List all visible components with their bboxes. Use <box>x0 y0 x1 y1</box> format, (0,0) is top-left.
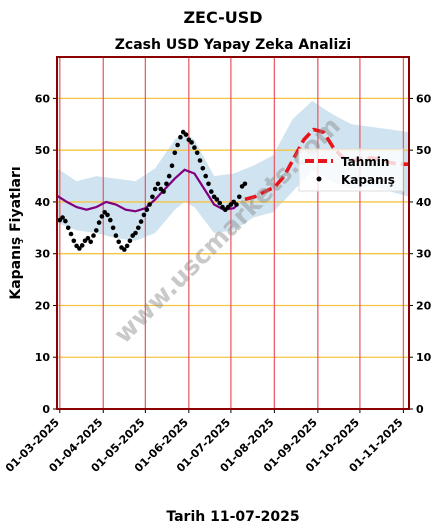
close-point <box>127 238 133 244</box>
y-tick-label-right: 0 <box>416 403 424 416</box>
chart-suptitle: ZEC-USD <box>183 8 262 27</box>
y-tick-label-left: 0 <box>42 403 50 416</box>
y-tick-label-left: 10 <box>35 351 51 364</box>
close-point <box>68 231 74 237</box>
close-point <box>203 173 208 179</box>
close-point <box>113 233 119 238</box>
close-point <box>136 225 141 231</box>
close-point <box>71 238 77 244</box>
close-point <box>116 239 121 245</box>
close-point <box>133 230 138 236</box>
close-point <box>108 217 113 223</box>
close-point <box>197 158 203 163</box>
close-point <box>172 150 178 156</box>
close-point <box>150 194 155 200</box>
y-tick-label-left: 20 <box>35 299 51 312</box>
close-point <box>164 181 169 187</box>
legend: Tahmin Kapanış <box>298 148 404 192</box>
y-tick-label-right: 40 <box>416 196 432 209</box>
chart-title: Zcash USD Yapay Zeka Analizi <box>115 37 351 53</box>
close-point <box>161 189 166 194</box>
close-point <box>189 140 194 145</box>
close-point <box>209 189 214 194</box>
close-point <box>96 220 102 225</box>
legend-forecast-label: Tahmin <box>341 155 389 169</box>
close-point <box>214 197 220 202</box>
y-tick-label-right: 50 <box>416 144 432 157</box>
close-point <box>206 181 211 187</box>
x-axis-label: Tarih 11-07-2025 <box>166 509 299 525</box>
legend-close-swatch <box>316 176 322 182</box>
close-point <box>60 215 65 220</box>
close-point <box>178 134 183 140</box>
close-point <box>79 243 85 248</box>
y-tick-label-right: 60 <box>416 92 432 105</box>
close-point <box>110 225 116 231</box>
close-point <box>175 142 180 148</box>
y-tick-label-right: 30 <box>416 248 432 261</box>
close-point <box>124 243 130 249</box>
close-point <box>200 166 206 171</box>
close-point <box>91 233 96 238</box>
close-point <box>138 219 144 224</box>
close-point <box>242 181 248 187</box>
legend-box <box>298 148 404 192</box>
close-point <box>77 246 82 251</box>
close-point <box>192 145 197 150</box>
close-point <box>85 235 91 241</box>
close-point <box>88 239 93 245</box>
y-tick-label-right: 20 <box>416 299 432 312</box>
y-tick-label-left: 40 <box>35 196 51 209</box>
close-point <box>105 212 110 218</box>
close-point <box>122 247 127 252</box>
close-point <box>183 132 189 137</box>
y-axis-label: Kapanış Fiyatları <box>8 166 24 299</box>
close-point <box>63 218 68 224</box>
close-point <box>99 214 105 219</box>
y-tick-label-right: 10 <box>416 351 432 364</box>
plot-frame <box>56 56 410 410</box>
close-point <box>144 207 150 212</box>
close-point <box>141 212 147 218</box>
y-tick-label-left: 60 <box>35 92 51 105</box>
close-point <box>94 228 99 233</box>
close-point <box>166 173 172 179</box>
close-point <box>234 202 239 207</box>
close-point <box>217 200 222 206</box>
legend-close-label: Kapanış <box>341 173 395 187</box>
close-point <box>194 150 200 156</box>
y-tick-label-left: 50 <box>35 144 51 157</box>
close-point <box>155 181 161 187</box>
close-point <box>169 163 175 168</box>
y-tick-label-left: 30 <box>35 248 51 261</box>
close-point <box>65 225 71 231</box>
close-point <box>237 194 242 200</box>
close-point <box>147 202 152 207</box>
close-point <box>152 186 158 192</box>
